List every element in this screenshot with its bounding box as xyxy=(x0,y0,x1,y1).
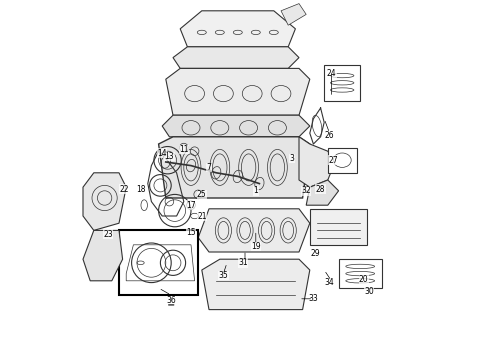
Text: 26: 26 xyxy=(325,131,334,140)
Polygon shape xyxy=(159,137,310,198)
Text: 36: 36 xyxy=(166,296,176,305)
Text: 15: 15 xyxy=(186,228,196,237)
Bar xyxy=(119,230,198,295)
Text: 35: 35 xyxy=(219,271,228,280)
Text: 7: 7 xyxy=(207,163,212,172)
Text: 30: 30 xyxy=(365,287,374,296)
Bar xyxy=(310,209,368,245)
Text: 28: 28 xyxy=(316,185,325,194)
Polygon shape xyxy=(83,230,122,281)
Polygon shape xyxy=(202,259,310,310)
Bar xyxy=(328,148,357,173)
Polygon shape xyxy=(198,209,310,252)
Text: 18: 18 xyxy=(136,185,146,194)
Text: 29: 29 xyxy=(310,249,320,258)
Text: 24: 24 xyxy=(327,69,336,78)
Polygon shape xyxy=(173,47,299,68)
Text: 32: 32 xyxy=(301,186,311,195)
Text: 14: 14 xyxy=(157,149,167,158)
Text: 23: 23 xyxy=(103,230,113,239)
Text: 34: 34 xyxy=(325,278,335,287)
Polygon shape xyxy=(281,4,306,25)
Text: 19: 19 xyxy=(251,242,261,251)
Text: 20: 20 xyxy=(359,275,368,284)
Bar xyxy=(339,259,382,288)
Text: 1: 1 xyxy=(253,186,258,195)
Text: 3: 3 xyxy=(290,154,294,163)
Polygon shape xyxy=(306,180,339,205)
Text: 22: 22 xyxy=(120,185,129,194)
Text: 31: 31 xyxy=(239,258,248,267)
Text: 13: 13 xyxy=(165,152,174,161)
Bar xyxy=(324,65,360,101)
Polygon shape xyxy=(83,173,126,230)
Text: 25: 25 xyxy=(197,190,207,199)
Text: 17: 17 xyxy=(186,201,196,210)
Polygon shape xyxy=(180,11,295,47)
Text: 11: 11 xyxy=(179,145,189,154)
Text: 33: 33 xyxy=(309,294,318,303)
Text: 21: 21 xyxy=(197,212,207,220)
Polygon shape xyxy=(299,137,335,187)
Polygon shape xyxy=(162,115,310,137)
Polygon shape xyxy=(166,68,310,115)
Text: 27: 27 xyxy=(328,156,338,165)
